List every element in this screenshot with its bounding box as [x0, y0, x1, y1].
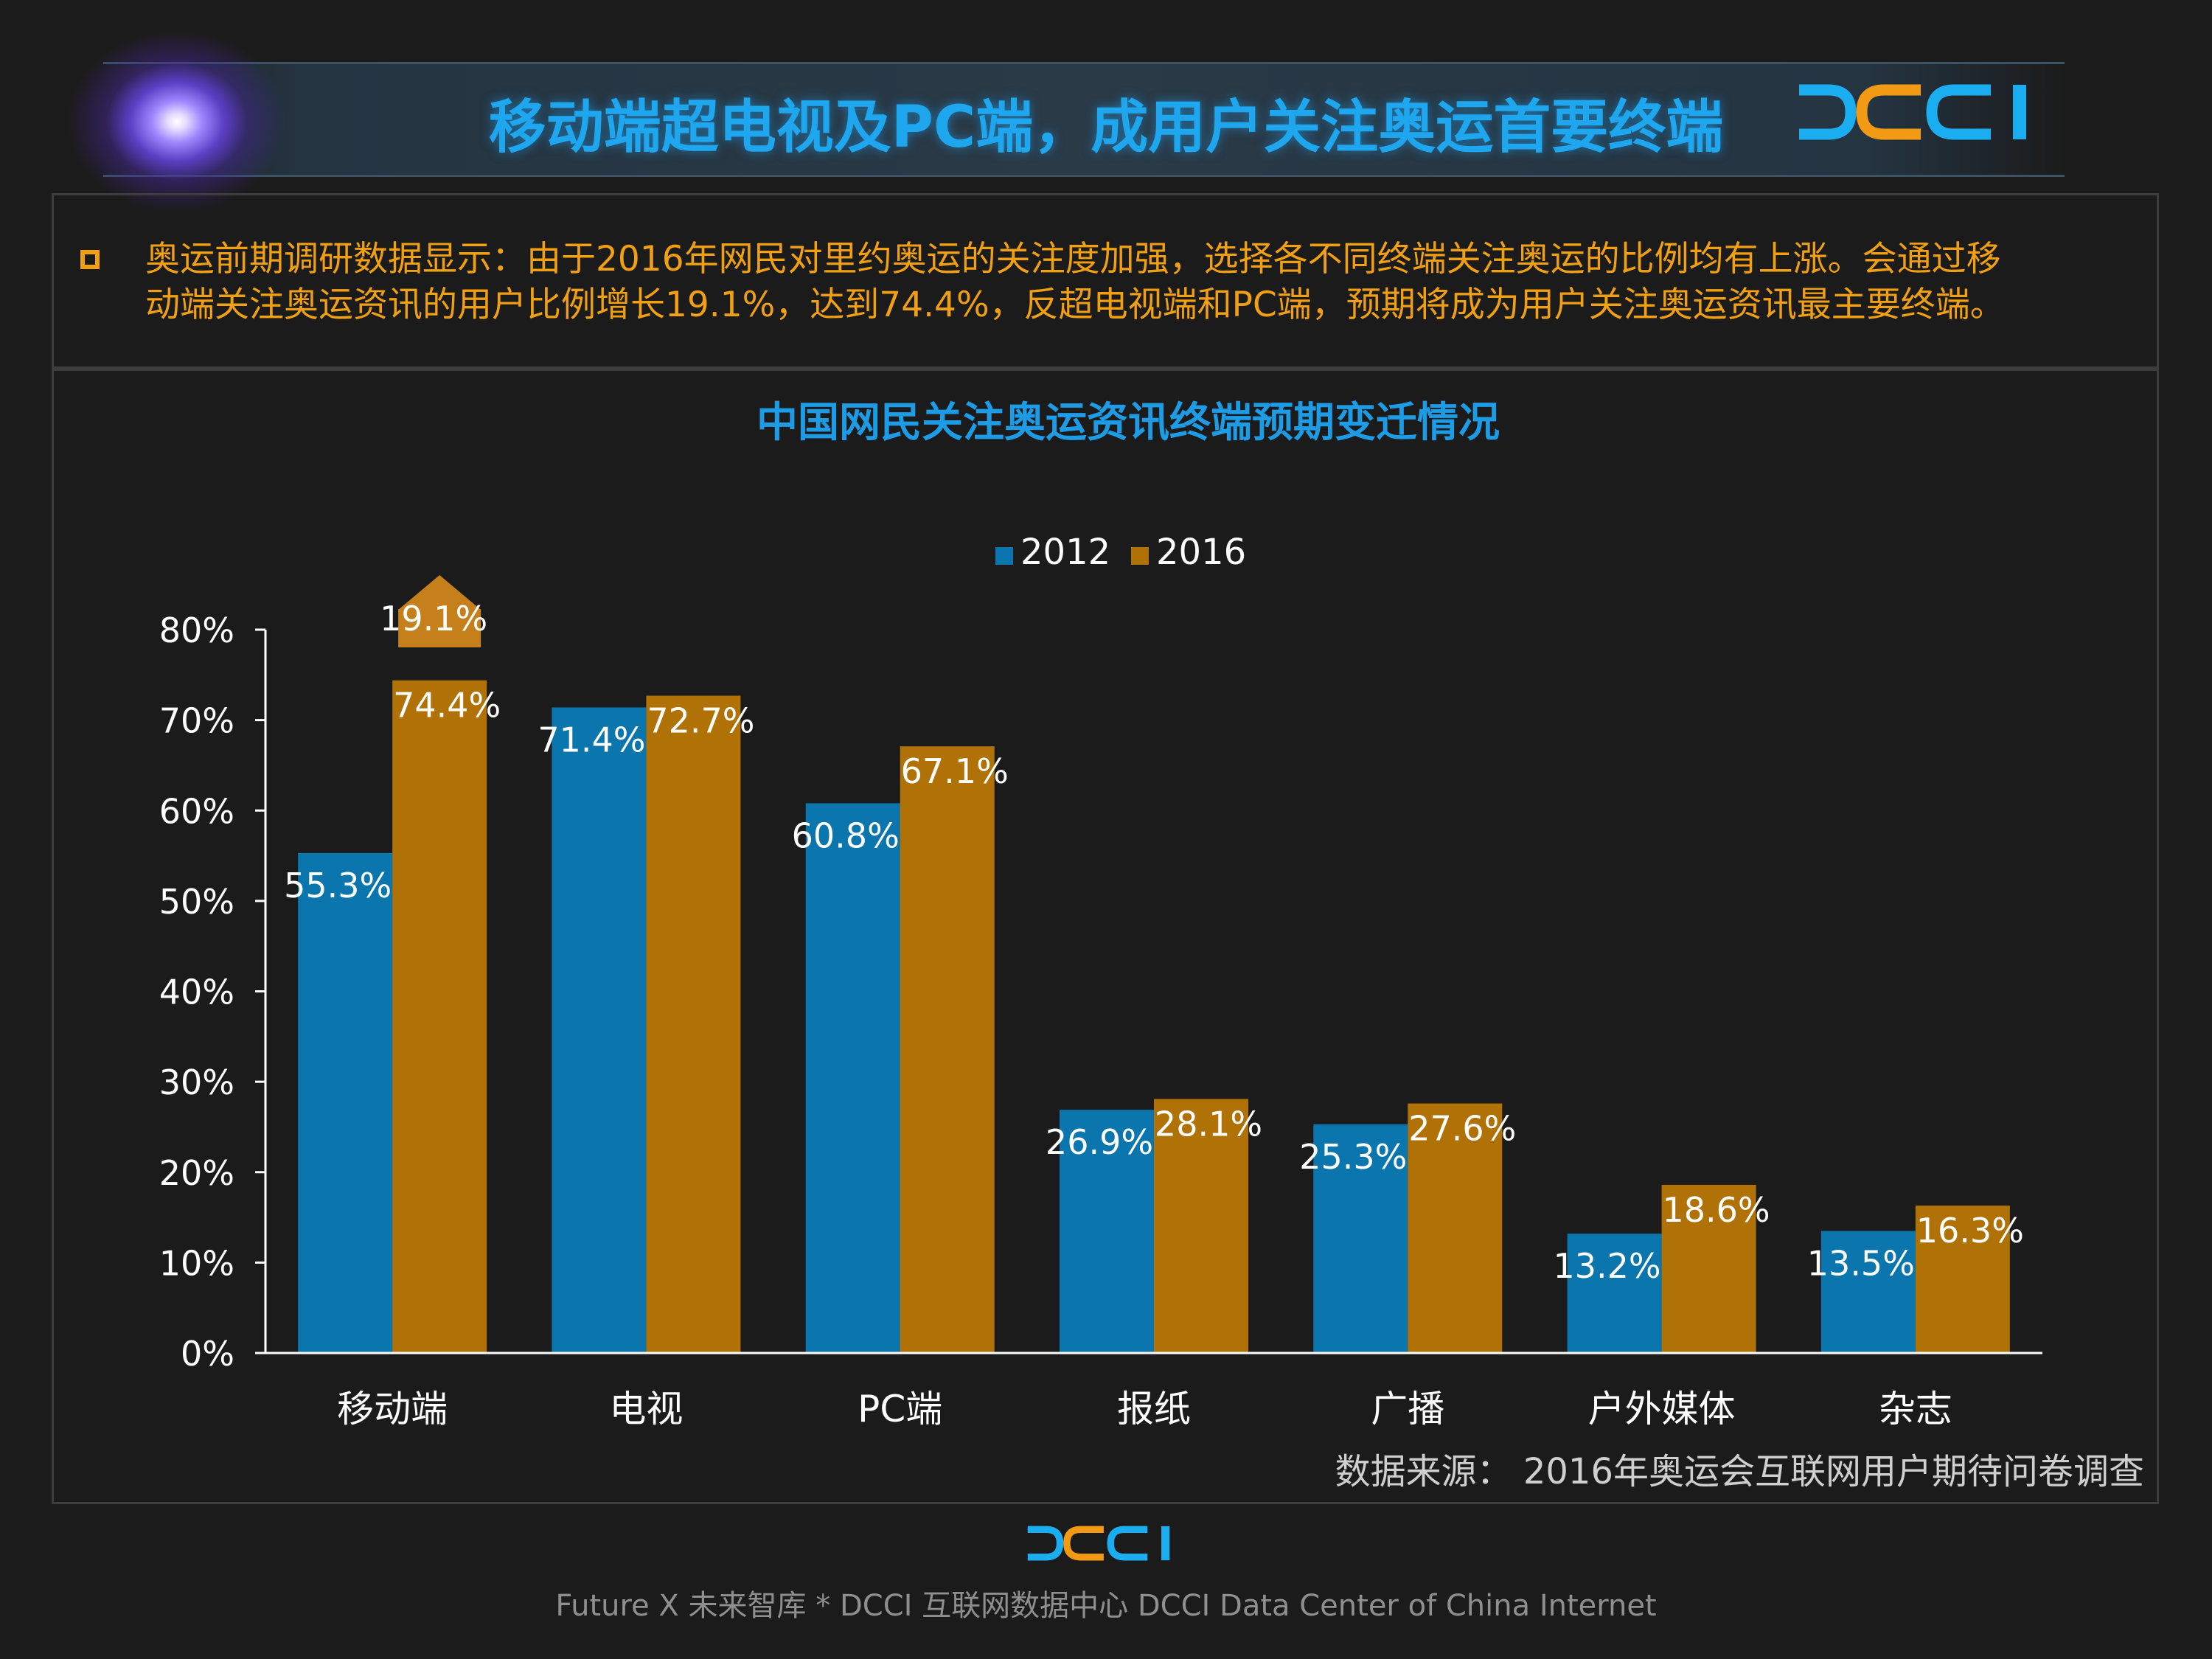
data-label-2016: 28.1% [1155, 1104, 1262, 1144]
bar-2012 [552, 707, 647, 1353]
starburst-decoration [66, 29, 288, 214]
bar-2012 [1313, 1124, 1408, 1353]
data-label-2012: 55.3% [284, 866, 392, 905]
data-label-2016: 72.7% [647, 701, 754, 741]
data-label-2012: 26.9% [1046, 1122, 1153, 1162]
y-tick-label: 80% [159, 611, 234, 650]
bar-2016 [1661, 1184, 1756, 1353]
y-tick-label: 40% [159, 973, 234, 1012]
legend-swatch-2016 [1131, 547, 1149, 565]
data-label-2016: 27.6% [1408, 1109, 1516, 1149]
growth-arrow-body [398, 609, 481, 647]
x-tick-label: 户外媒体 [1588, 1388, 1736, 1430]
summary-panel: 奥运前期调研数据显示：由于2016年网民对里约奥运的关注度加强，选择各不同终端关… [52, 193, 2159, 369]
data-label-2016: 67.1% [901, 751, 1009, 791]
x-tick-label: PC端 [858, 1388, 942, 1430]
header-bar [103, 62, 2065, 177]
bar-2016 [1154, 1099, 1248, 1353]
dcci-footer-logo [1027, 1526, 1170, 1561]
x-tick-label: 移动端 [337, 1388, 448, 1430]
data-label-2012: 13.2% [1554, 1246, 1661, 1286]
y-tick-label: 50% [159, 882, 234, 922]
growth-arrow-head [398, 575, 481, 610]
bar-2016 [646, 695, 741, 1353]
summary-text: 奥运前期调研数据显示：由于2016年网民对里约奥运的关注度加强，选择各不同终端关… [145, 239, 2005, 325]
bullet-square-icon [80, 250, 100, 269]
footer-text: Future X 未来智库 * DCCI 互联网数据中心 DCCI Data C… [555, 1589, 1657, 1623]
bar-2016 [900, 746, 995, 1353]
bar-2012 [1060, 1110, 1154, 1353]
data-label-2012: 60.8% [792, 815, 900, 855]
chart-panel [52, 369, 2159, 1504]
chart-title: 中国网民关注奥运资讯终端预期变迁情况 [757, 399, 1500, 447]
bar-2016 [392, 680, 487, 1353]
x-tick-label: 电视 [609, 1388, 683, 1430]
data-label-2012: 71.4% [538, 720, 645, 759]
x-tick-label: 报纸 [1117, 1388, 1191, 1430]
legend-swatch-2012 [995, 547, 1013, 565]
bar-2016 [1408, 1103, 1503, 1353]
y-tick-label: 20% [159, 1153, 234, 1193]
x-tick-label: 杂志 [1879, 1388, 1952, 1430]
x-tick-label: 广播 [1371, 1388, 1444, 1430]
dcci-logo [1799, 84, 2026, 140]
data-label-2012: 25.3% [1299, 1137, 1407, 1177]
growth-annotation: 19.1% [380, 599, 487, 639]
y-tick-label: 30% [159, 1062, 234, 1102]
data-label-2016: 16.3% [1916, 1211, 2024, 1251]
data-label-2012: 13.5% [1807, 1243, 1915, 1283]
legend-label-2012: 2012 [1020, 532, 1110, 573]
y-tick-label: 70% [159, 701, 234, 741]
bar-2016 [1915, 1206, 2010, 1353]
data-label-2016: 18.6% [1663, 1190, 1770, 1230]
legend-label-2016: 2016 [1156, 532, 1246, 573]
y-tick-label: 0% [181, 1334, 234, 1374]
bar-2012 [805, 803, 900, 1353]
bar-2012 [1567, 1234, 1662, 1353]
data-label-2016: 74.4% [393, 686, 501, 726]
bar-2012 [1820, 1231, 1916, 1353]
bar-2012 [298, 852, 393, 1353]
y-tick-label: 10% [159, 1243, 234, 1283]
page-title: 移动端超电视及PC端，成用户关注奥运首要终端 [488, 94, 1724, 161]
y-tick-label: 60% [159, 791, 234, 831]
source-note: 数据来源： 2016年奥运会互联网用户期待问卷调查 [1335, 1451, 2144, 1492]
